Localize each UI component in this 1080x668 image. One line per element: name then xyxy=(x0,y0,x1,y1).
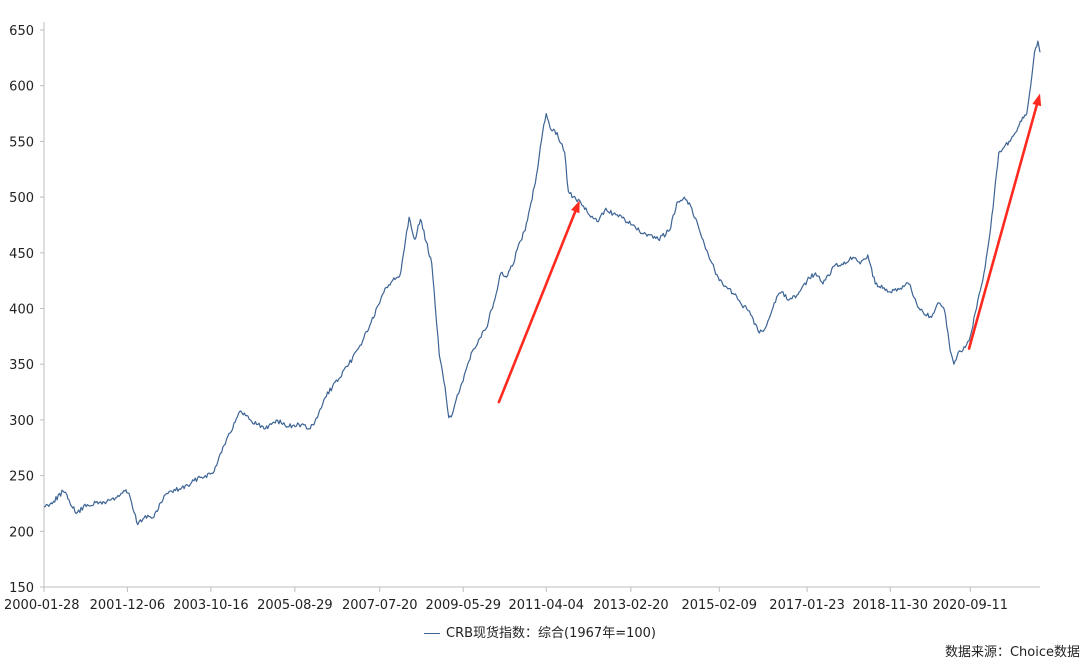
chart-axes: 150 200 250 300 350 400 450 500 550 600 650 2000-01… xyxy=(4,22,1040,613)
chart-legend: CRB现货指数：综合(1967年=100) xyxy=(0,622,1080,641)
x-tick-label: 2018-11-30 xyxy=(852,598,928,613)
y-tick-label: 400 xyxy=(9,303,34,318)
arrow-shaft xyxy=(497,210,577,404)
arrow-head xyxy=(571,200,580,214)
y-tick-label: 550 xyxy=(9,135,34,150)
y-tick-label: 450 xyxy=(9,247,34,262)
y-tick-label: 250 xyxy=(9,470,34,485)
y-tick-label: 150 xyxy=(9,581,34,596)
chart-annotation-layer xyxy=(497,93,1042,404)
x-tick-label: 2013-02-20 xyxy=(593,598,669,613)
data-source-note: 数据来源：Choice数据 xyxy=(944,645,1080,660)
x-tick-label: 2017-01-23 xyxy=(769,598,845,613)
x-tick-label: 2001-12-06 xyxy=(90,598,166,613)
y-tick-label: 200 xyxy=(9,525,34,540)
y-tick-label: 300 xyxy=(9,414,34,429)
x-tick-label: 2005-08-29 xyxy=(257,598,333,613)
arrow-head xyxy=(1032,93,1042,107)
y-tick-label: 600 xyxy=(9,80,34,95)
red-arrow-annotation xyxy=(497,200,580,404)
x-tick-label: 2003-10-16 xyxy=(173,598,249,613)
arrow-shaft xyxy=(967,103,1039,350)
chart-series-layer xyxy=(43,40,1041,526)
x-tick-label: 2009-05-29 xyxy=(425,598,501,613)
x-tick-label: 2020-09-11 xyxy=(932,598,1008,613)
x-tick-label: 2011-04-04 xyxy=(508,598,584,613)
y-tick-label: 350 xyxy=(9,358,34,373)
legend-swatch xyxy=(424,633,441,634)
y-tick-label: 650 xyxy=(9,24,34,39)
red-arrow-annotation xyxy=(967,93,1042,350)
y-tick-label: 500 xyxy=(9,191,34,206)
x-tick-label: 2007-07-20 xyxy=(342,598,418,613)
series-line xyxy=(43,40,1041,526)
x-tick-label: 2000-01-28 xyxy=(4,598,80,613)
x-tick-label: 2015-02-09 xyxy=(681,598,757,613)
legend-label: CRB现货指数：综合(1967年=100) xyxy=(446,626,656,641)
